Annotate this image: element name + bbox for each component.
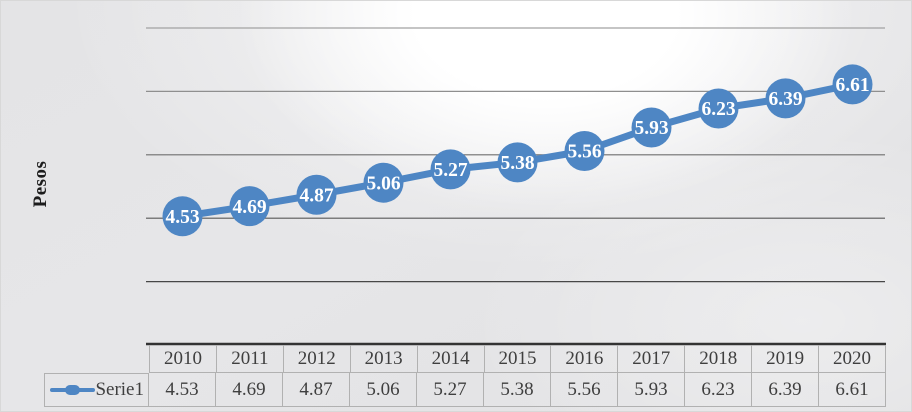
value-cell: 5.56 bbox=[551, 373, 618, 407]
data-point-marker[interactable] bbox=[832, 64, 873, 105]
data-point-label: 6.39 bbox=[768, 89, 802, 110]
value-cell: 4.53 bbox=[149, 373, 216, 407]
year-header-cell: 2010 bbox=[149, 345, 217, 373]
value-cell: 5.27 bbox=[417, 373, 484, 407]
data-point-label: 5.27 bbox=[433, 160, 467, 181]
data-point-label: 4.69 bbox=[232, 197, 266, 218]
table-data-row: Serie1 4.53 4.69 4.87 5.06 5.27 5.38 5.56 5.93 6.… bbox=[44, 373, 886, 407]
value-cell: 6.61 bbox=[819, 373, 886, 407]
value-cell: 4.87 bbox=[283, 373, 350, 407]
year-header-cell: 2020 bbox=[819, 345, 886, 373]
data-point-label: 5.56 bbox=[567, 142, 601, 163]
data-point-marker[interactable] bbox=[162, 196, 203, 237]
legend-cell[interactable]: Serie1 bbox=[44, 373, 149, 407]
data-point-marker[interactable] bbox=[631, 107, 672, 148]
value-cell: 4.69 bbox=[216, 373, 283, 407]
legend-label: Serie1 bbox=[95, 379, 144, 400]
year-header-cell: 2017 bbox=[618, 345, 686, 373]
data-point-marker[interactable] bbox=[765, 78, 806, 119]
data-point-marker[interactable] bbox=[698, 88, 739, 129]
series-marker-icon bbox=[50, 384, 95, 396]
data-point-label: 5.93 bbox=[634, 118, 668, 139]
value-cell: 5.38 bbox=[484, 373, 551, 407]
data-point-marker[interactable] bbox=[564, 130, 605, 171]
year-header-cell: 2013 bbox=[350, 345, 418, 373]
year-header-cell: 2011 bbox=[216, 345, 284, 373]
table-header-row: 2010 2011 2012 2013 2014 2015 2016 2017 2018 2019… bbox=[149, 345, 886, 373]
data-point-marker[interactable] bbox=[229, 186, 270, 227]
data-point-label: 4.87 bbox=[299, 185, 333, 206]
data-point-marker[interactable] bbox=[363, 162, 404, 203]
value-cell: 6.23 bbox=[685, 373, 752, 407]
data-point-label: 6.23 bbox=[701, 99, 735, 120]
data-table: 2010 2011 2012 2013 2014 2015 2016 2017 2018 2019… bbox=[44, 345, 886, 407]
value-cell: 5.93 bbox=[618, 373, 685, 407]
data-point-marker[interactable] bbox=[296, 174, 337, 215]
year-header-cell: 2018 bbox=[685, 345, 753, 373]
data-point-label: 5.06 bbox=[366, 173, 400, 194]
data-point-marker[interactable] bbox=[430, 149, 471, 190]
year-header-cell: 2016 bbox=[551, 345, 619, 373]
year-header-cell: 2012 bbox=[283, 345, 351, 373]
year-header-cell: 2019 bbox=[752, 345, 820, 373]
series-marker-bead bbox=[65, 385, 80, 395]
data-point-label: 6.61 bbox=[835, 75, 869, 96]
data-point-marker[interactable] bbox=[497, 142, 538, 183]
data-point-label: 5.38 bbox=[500, 153, 534, 174]
data-point-label: 4.53 bbox=[165, 207, 199, 228]
year-header-cell: 2014 bbox=[417, 345, 485, 373]
value-cell: 6.39 bbox=[752, 373, 819, 407]
year-header-cell: 2015 bbox=[484, 345, 552, 373]
value-cell: 5.06 bbox=[350, 373, 417, 407]
